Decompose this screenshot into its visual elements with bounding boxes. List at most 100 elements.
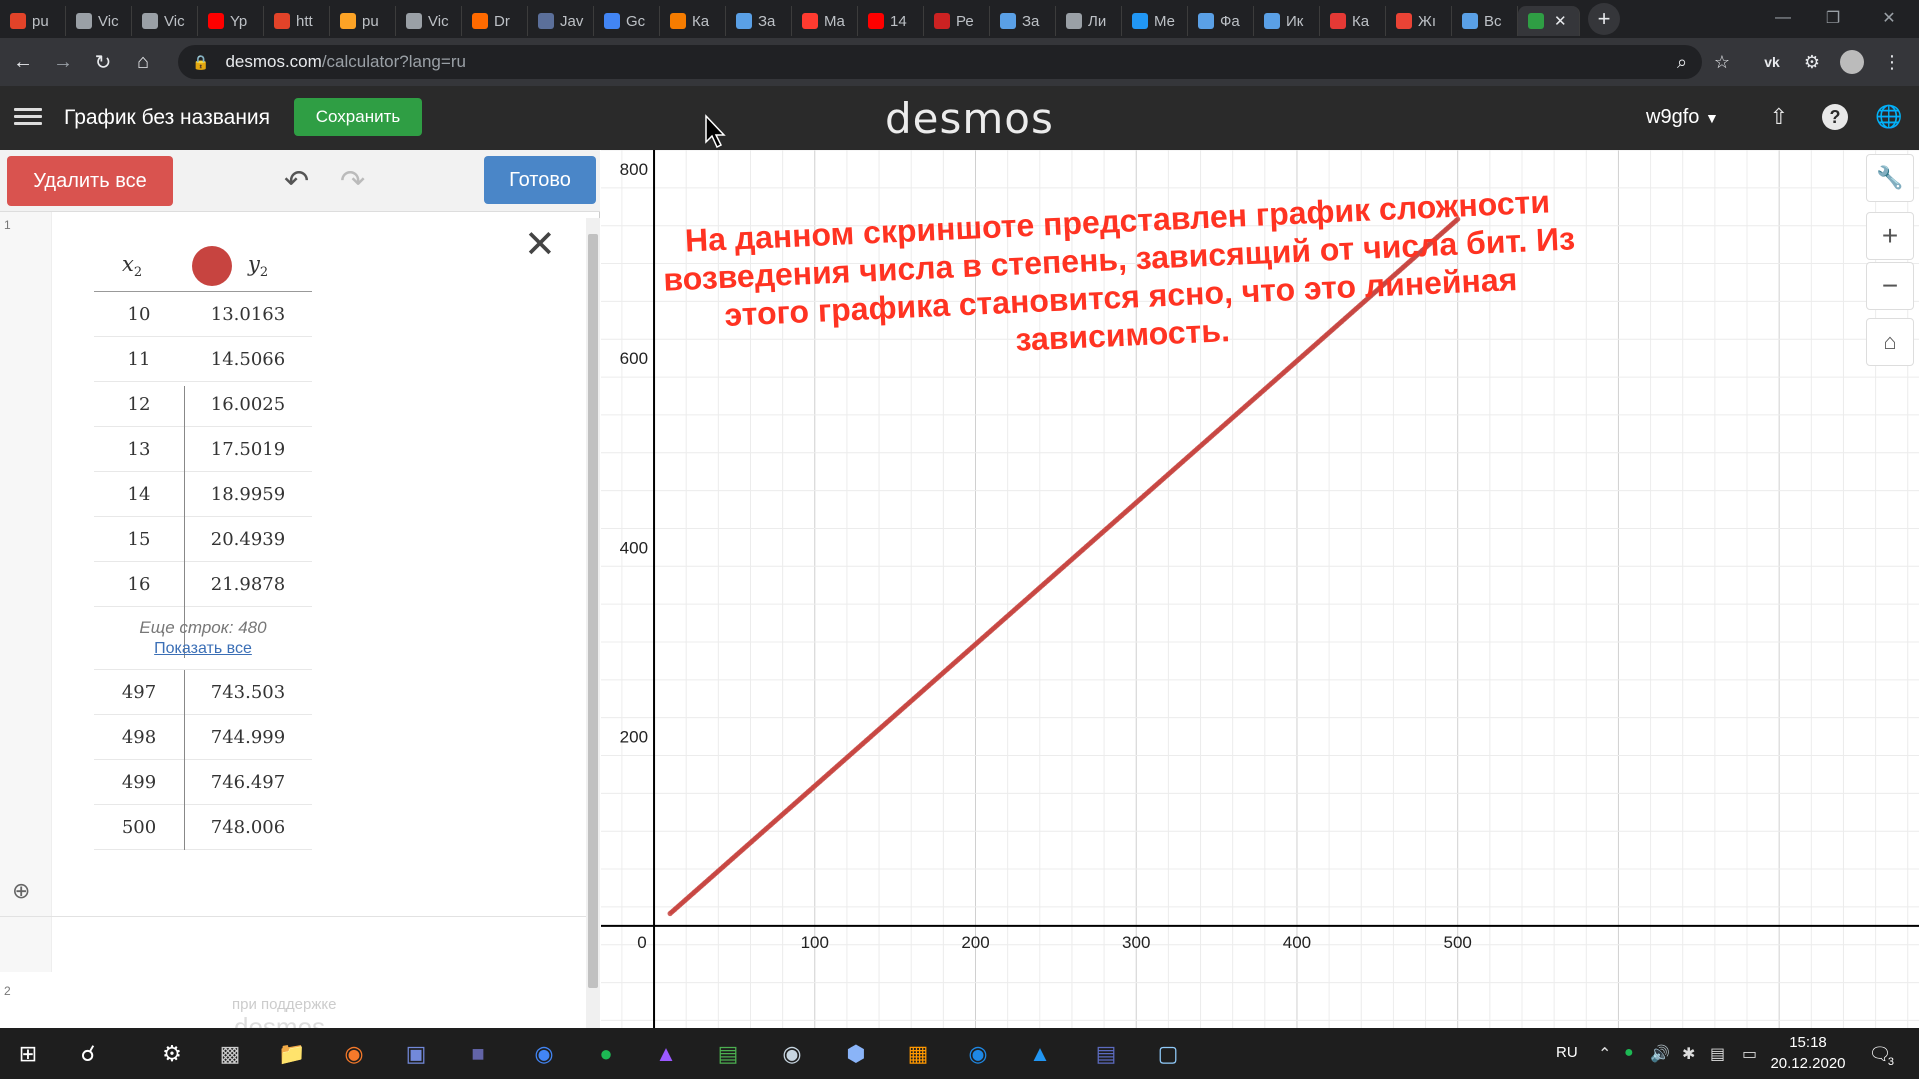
- spotify-icon[interactable]: ●: [599, 1041, 613, 1066]
- default-viewport-home-icon[interactable]: ⌂: [1866, 318, 1914, 366]
- tray-spotify-icon[interactable]: ●: [1624, 1044, 1634, 1061]
- clock[interactable]: 15:18 20.12.2020: [1758, 1032, 1858, 1074]
- language-globe-icon[interactable]: 🌐: [1875, 104, 1903, 129]
- save-button[interactable]: Сохранить: [294, 98, 422, 136]
- delete-all-button[interactable]: Удалить все: [7, 156, 173, 206]
- table-cell-x[interactable]: 12: [127, 394, 151, 415]
- browser-tab[interactable]: Dr: [462, 6, 528, 36]
- tray-chevron-icon[interactable]: ⌃: [1598, 1046, 1612, 1063]
- zoom-out-icon[interactable]: −: [1866, 262, 1914, 310]
- zoom-icon[interactable]: ⌕: [1676, 51, 1688, 72]
- table-cell-x[interactable]: 10: [127, 304, 151, 325]
- table-cell-y[interactable]: 13.0163: [210, 304, 286, 325]
- wsl-terminal-icon[interactable]: ▤: [1095, 1041, 1117, 1066]
- blender-icon[interactable]: ◉: [344, 1041, 364, 1066]
- table-cell-x[interactable]: 15: [127, 529, 151, 550]
- done-button[interactable]: Готово: [484, 156, 596, 204]
- vscode-icon[interactable]: ▲: [1029, 1041, 1051, 1066]
- vk-extension-icon[interactable]: vk: [1764, 54, 1780, 70]
- browser-tab[interactable]: Vic: [396, 6, 462, 36]
- browser-tab[interactable]: Ик: [1254, 6, 1320, 36]
- box-icon[interactable]: ⬢: [846, 1041, 866, 1066]
- browser-tab[interactable]: Ли: [1056, 6, 1122, 36]
- minimize-icon[interactable]: —: [1775, 9, 1791, 26]
- browser-tab[interactable]: 14: [858, 6, 924, 36]
- table-cell-y[interactable]: 18.9959: [210, 484, 286, 505]
- browser-tab[interactable]: За: [726, 6, 792, 36]
- extensions-puzzle-icon[interactable]: ⚙: [1803, 51, 1821, 72]
- table-cell-y[interactable]: 746.497: [210, 772, 286, 793]
- browser-tab[interactable]: htt: [264, 6, 330, 36]
- close-window-icon[interactable]: ✕: [1882, 10, 1896, 27]
- table-cell-y[interactable]: 20.4939: [210, 529, 286, 550]
- browser-tab[interactable]: Yp: [198, 6, 264, 36]
- close-tab-icon[interactable]: ✕: [1554, 13, 1567, 30]
- table-cell-y[interactable]: 743.503: [210, 682, 286, 703]
- browser-tab[interactable]: Ma: [792, 6, 858, 36]
- table-cell-y[interactable]: 744.999: [210, 727, 286, 748]
- battery-icon[interactable]: ▭: [1742, 1046, 1758, 1063]
- graph-paper[interactable]: 0 100 200 300 400 500 200 400 600 800 🔧 + − ⌂: [601, 150, 1919, 1028]
- table-cell-x[interactable]: 499: [121, 772, 157, 793]
- y-column-header[interactable]: y2: [248, 252, 269, 281]
- language-indicator[interactable]: RU: [1556, 1044, 1578, 1061]
- tray-app-icon[interactable]: ✱: [1682, 1046, 1696, 1063]
- show-all-link[interactable]: Показать все: [154, 640, 252, 657]
- teams-icon[interactable]: ■: [471, 1041, 485, 1066]
- address-bar[interactable]: 🔒 desmos.com/calculator?lang=ru: [178, 45, 1702, 79]
- zoom-fit-icon[interactable]: ⊕: [12, 878, 31, 903]
- table-cell-y[interactable]: 21.9878: [210, 574, 286, 595]
- table-cell-x[interactable]: 500: [121, 817, 157, 838]
- redo-icon[interactable]: ↷: [340, 165, 366, 198]
- browser-tab[interactable]: Ка: [660, 6, 726, 36]
- table-cell-x[interactable]: 16: [127, 574, 151, 595]
- help-icon[interactable]: ?: [1820, 102, 1850, 132]
- new-tab-icon[interactable]: +: [1588, 3, 1620, 35]
- maps-icon[interactable]: ◉: [968, 1041, 988, 1066]
- browser-tab[interactable]: pu: [330, 6, 396, 36]
- expression-scrollbar-thumb[interactable]: [588, 234, 598, 988]
- share-icon[interactable]: ⇧: [1769, 104, 1789, 129]
- undo-icon[interactable]: ↶: [284, 165, 310, 198]
- bookmark-star-icon[interactable]: ☆: [1713, 51, 1731, 72]
- visual-studio-icon[interactable]: ▲: [655, 1041, 677, 1066]
- browser-tab[interactable]: Vic: [132, 6, 198, 36]
- graph-title[interactable]: График без названия: [64, 106, 271, 129]
- notifications-icon[interactable]: 🗨 3: [1868, 1043, 1894, 1069]
- notepad-icon[interactable]: ▤: [717, 1041, 739, 1066]
- search-icon[interactable]: ☌: [80, 1041, 96, 1066]
- zoom-in-icon[interactable]: +: [1866, 212, 1914, 260]
- maximize-icon[interactable]: ❐: [1825, 10, 1841, 27]
- files-icon[interactable]: ▢: [1157, 1041, 1179, 1066]
- file-explorer-icon[interactable]: 📁: [278, 1041, 306, 1066]
- browser-tab[interactable]: Ре: [924, 6, 990, 36]
- table-cell-y[interactable]: 17.5019: [210, 439, 286, 460]
- back-icon[interactable]: ←: [13, 50, 33, 73]
- windows-start-icon[interactable]: ⊞: [18, 1041, 38, 1066]
- table-cell-x[interactable]: 11: [127, 349, 151, 370]
- hamburger-menu-icon[interactable]: [14, 104, 42, 130]
- browser-tab[interactable]: pu: [0, 6, 66, 36]
- close-table-icon[interactable]: ✕: [524, 224, 556, 266]
- terminal-icon[interactable]: ▩: [219, 1041, 241, 1066]
- wrench-settings-icon[interactable]: 🔧: [1866, 154, 1914, 202]
- steam-icon[interactable]: ◉: [782, 1041, 802, 1066]
- browser-tab[interactable]: Jav: [528, 6, 594, 36]
- user-menu[interactable]: w9gfo ▼: [1646, 106, 1719, 129]
- table-cell-y[interactable]: 748.006: [210, 817, 286, 838]
- forward-icon[interactable]: →: [53, 50, 73, 73]
- table-cell-x[interactable]: 14: [127, 484, 151, 505]
- table-cell-y[interactable]: 14.5066: [210, 349, 286, 370]
- browser-tab[interactable]: Vic: [66, 6, 132, 36]
- home-icon[interactable]: ⌂: [136, 50, 150, 73]
- reload-icon[interactable]: ↻: [94, 51, 112, 74]
- point-color-icon[interactable]: [192, 246, 232, 286]
- browser-tab-active[interactable]: ✕: [1518, 6, 1580, 36]
- table-cell-x[interactable]: 498: [121, 727, 157, 748]
- chrome-icon[interactable]: ◉: [534, 1041, 554, 1066]
- x-column-header[interactable]: x2: [122, 252, 143, 281]
- table-cell-y[interactable]: 16.0025: [210, 394, 286, 415]
- profile-avatar-icon[interactable]: [1836, 46, 1868, 78]
- table-cell-x[interactable]: 497: [121, 682, 157, 703]
- settings-icon[interactable]: ⚙: [162, 1041, 182, 1066]
